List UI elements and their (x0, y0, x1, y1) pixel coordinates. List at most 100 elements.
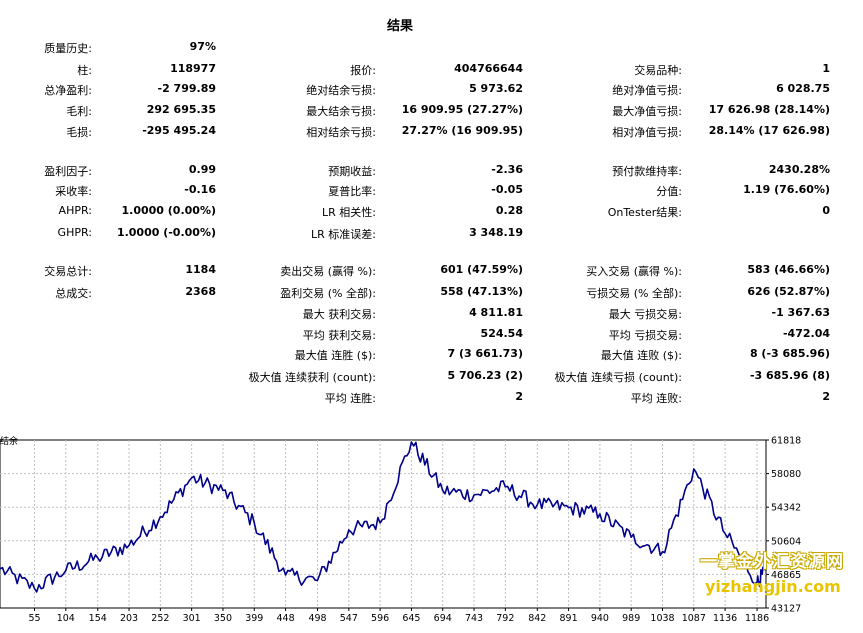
x-tick-label: 792 (496, 613, 514, 624)
stat-label: 盈利因子: (44, 165, 92, 178)
stat-value: 16 909.95 (27.27%) (401, 103, 523, 116)
stat-label: 预期收益: (328, 165, 376, 178)
stat-value: 1.0000 (0.00%) (121, 204, 217, 217)
stat-label: 总净盈利: (44, 84, 92, 97)
stat-label: 极大值 连续亏损 (count): (554, 371, 682, 384)
stat-value: 0 (822, 204, 830, 217)
stat-label: 柱: (77, 64, 92, 77)
stat-label: 绝对净值亏损: (612, 84, 682, 97)
y-tick-label: 43127 (771, 604, 801, 615)
y-tick-label: 46865 (771, 570, 801, 581)
stat-value: 6 028.75 (776, 82, 830, 95)
x-tick-label: 448 (277, 613, 295, 624)
stat-label: 平均 连败: (630, 392, 682, 405)
stat-value: -295 495.24 (142, 124, 216, 137)
stat-value: 27.27% (16 909.95) (401, 124, 523, 137)
stat-label: LR 相关性: (322, 206, 376, 219)
stat-value: 1.0000 (-0.00%) (116, 226, 216, 239)
stat-label: 毛利: (66, 105, 92, 118)
stat-value: 97% (189, 40, 216, 53)
stat-label: 报价: (350, 64, 376, 77)
x-tick-label: 301 (183, 613, 201, 624)
stat-label: 亏损交易 (% 全部): (586, 287, 682, 300)
x-tick-label: 1136 (713, 613, 737, 624)
stat-label: 相对结余亏损: (306, 126, 376, 139)
stat-value: 5 973.62 (469, 82, 523, 95)
x-tick-label: 154 (89, 613, 107, 624)
x-tick-label: 891 (560, 613, 578, 624)
stat-label: LR 标准误差: (311, 228, 376, 241)
report-title: 结果 (386, 19, 413, 34)
balance-chart: 61818 58080 54342 50604 46865 43127 55 104 154 20… (0, 436, 801, 624)
stat-label: 盈利交易 (% 全部): (280, 287, 376, 300)
stat-value: 4 811.81 (469, 306, 523, 319)
y-tick-label: 58080 (771, 469, 801, 480)
x-tick-label: 842 (528, 613, 546, 624)
stat-label: 最大结余亏损: (306, 105, 376, 118)
x-tick-label: 203 (120, 613, 138, 624)
stat-value: 2 (822, 390, 830, 403)
stat-value: 1 (822, 62, 830, 75)
stat-label: 极大值 连续获利 (count): (248, 371, 376, 384)
stat-value: 17 626.98 (28.14%) (708, 103, 830, 116)
stat-value: -2 799.89 (157, 82, 217, 95)
stat-value: 524.54 (480, 327, 523, 340)
x-tick-label: 498 (308, 613, 326, 624)
x-tick-label: 547 (340, 613, 358, 624)
stat-label: 质量历史: (44, 42, 92, 55)
stat-value: 0.99 (188, 163, 216, 176)
chart-caption: 结余 (0, 437, 19, 447)
x-tick-label: 1087 (682, 613, 706, 624)
x-tick-label: 399 (245, 613, 263, 624)
x-tick-label: 1038 (650, 613, 674, 624)
stat-label: 最大净值亏损: (612, 105, 682, 118)
stat-value: 601 (47.59%) (440, 263, 523, 276)
stat-label: 最大值 连胜 ($): (294, 349, 376, 362)
stat-value: 118977 (170, 62, 216, 75)
stat-label: 卖出交易 (赢得 %): (280, 265, 376, 278)
stat-value: -3 685.96 (8) (749, 369, 830, 382)
stat-value: 28.14% (17 626.98) (708, 124, 830, 137)
stat-value: 626 (52.87%) (747, 285, 830, 298)
balance-line (0, 441, 767, 593)
y-tick-label: 54342 (771, 503, 801, 514)
stat-value: 3 348.19 (469, 226, 523, 239)
stat-label: 平均 亏损交易: (608, 329, 682, 342)
y-tick-label: 50604 (771, 536, 801, 547)
x-tick-label: 252 (151, 613, 169, 624)
stat-value: -0.05 (491, 183, 523, 196)
x-tick-label: 989 (622, 613, 640, 624)
stat-value: -1 367.63 (771, 306, 831, 319)
stat-value: 0.28 (495, 204, 523, 217)
stat-label: 总成交: (55, 287, 92, 300)
stat-value: 2368 (185, 285, 216, 298)
x-tick-label: 350 (214, 613, 232, 624)
x-tick-label: 55 (28, 613, 40, 624)
stat-label: 毛损: (66, 126, 92, 139)
stat-value: 2 (515, 390, 523, 403)
stat-label: AHPR: (58, 204, 92, 217)
stat-label: 最大值 连败 ($): (600, 349, 682, 362)
stat-label: 预付款维持率: (612, 165, 682, 178)
stat-label: 夏普比率: (328, 185, 376, 198)
stat-label: 平均 获利交易: (302, 329, 376, 342)
watermark-en: yizhangjin.com (705, 577, 841, 596)
stat-label: 分值: (656, 185, 682, 198)
stat-label: 交易品种: (634, 64, 682, 77)
x-tick-label: 645 (402, 613, 420, 624)
stat-value: 2430.28% (768, 163, 830, 176)
watermark-cn: 一掌金外汇资源网 (700, 552, 844, 572)
stat-value: 1.19 (76.60%) (743, 183, 830, 196)
stat-label: 交易总计: (44, 265, 92, 278)
stat-label: 最大 获利交易: (302, 308, 376, 321)
y-tick-label: 61818 (771, 436, 801, 447)
stat-label: 最大 亏损交易: (608, 308, 682, 321)
x-tick-label: 743 (465, 613, 483, 624)
stat-value: -472.04 (782, 327, 830, 340)
stat-value: 5 706.23 (2) (447, 369, 523, 382)
stat-value: -0.16 (184, 183, 216, 196)
x-tick-label: 1186 (745, 613, 769, 624)
stat-value: 292 695.35 (146, 103, 216, 116)
x-tick-label: 104 (57, 613, 75, 624)
stat-value: 583 (46.66%) (747, 263, 830, 276)
